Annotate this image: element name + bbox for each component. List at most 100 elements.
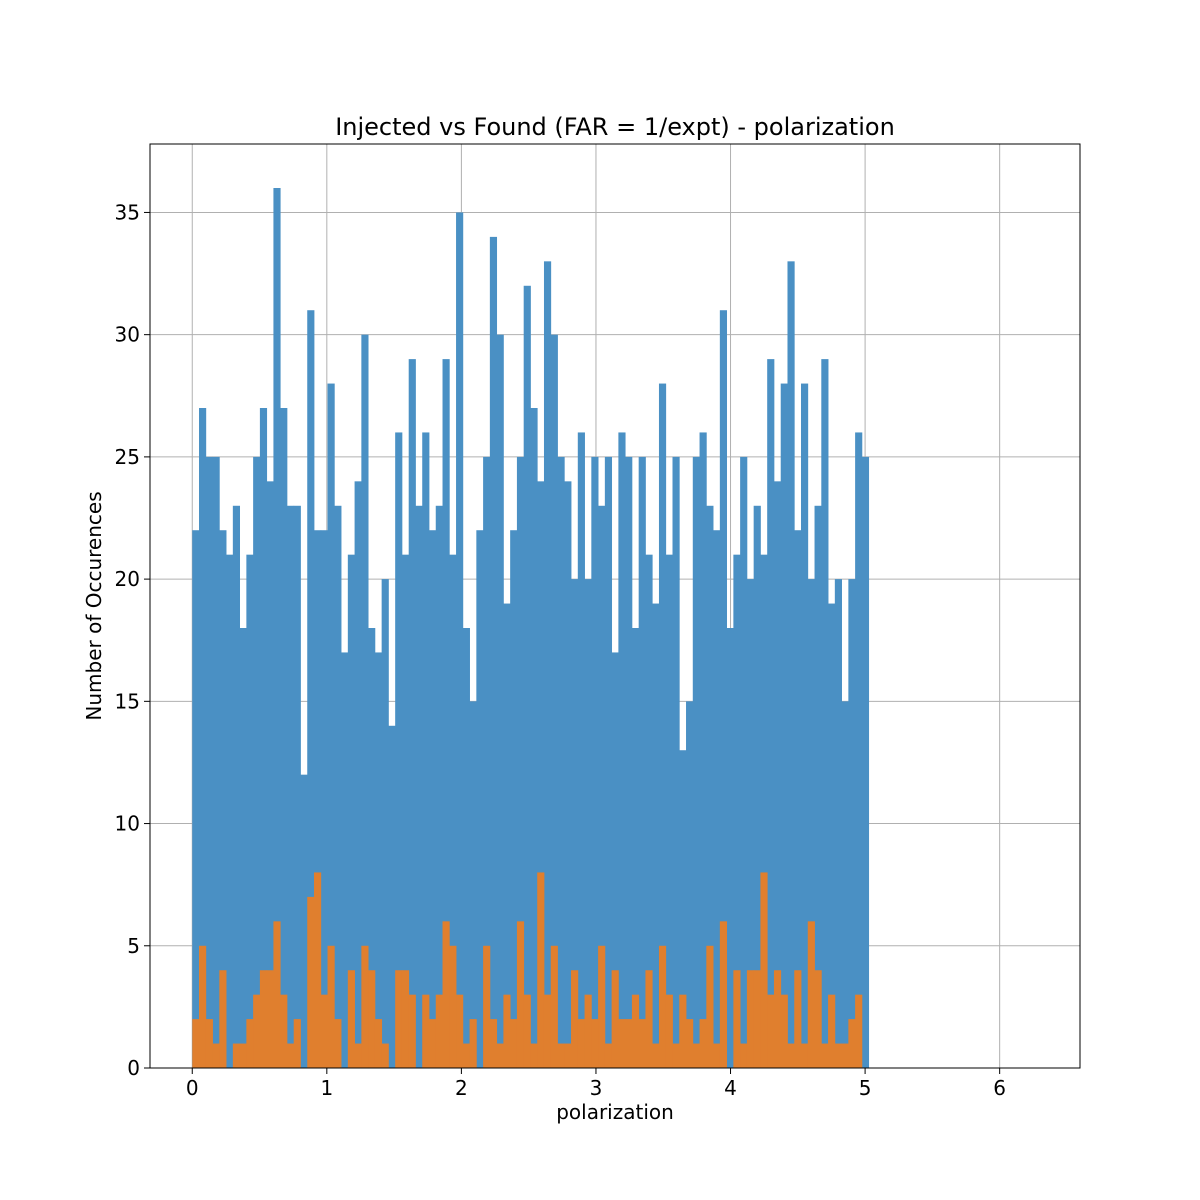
histogram-bar-1: [273, 188, 281, 1068]
histogram-bar-1: [625, 456, 633, 1068]
histogram-bar-1: [753, 505, 761, 1068]
histogram-bar-1: [571, 579, 579, 1068]
y-tick-label: 20: [115, 567, 140, 591]
histogram-bar-2: [408, 994, 416, 1068]
histogram-bar-2: [307, 896, 315, 1068]
histogram-bar-1: [746, 579, 755, 1068]
histogram-bar-1: [381, 579, 389, 1068]
histogram-bar-2: [354, 1043, 362, 1068]
histogram-bar-2: [679, 994, 687, 1068]
histogram-bar-1: [483, 456, 491, 1068]
histogram-bar-1: [652, 603, 660, 1068]
histogram-bar-1: [219, 530, 227, 1068]
histogram-bar-1: [496, 334, 504, 1069]
histogram-bar-2: [828, 994, 836, 1068]
histogram-bar-2: [598, 945, 606, 1068]
histogram-bar-1: [713, 530, 721, 1068]
histogram-bar-1: [807, 579, 815, 1068]
y-tick-label: 25: [115, 445, 140, 469]
histogram-bar-1: [320, 530, 328, 1068]
histogram-bar-1: [199, 408, 207, 1068]
histogram-bar-1: [550, 334, 558, 1069]
histogram-bar-2: [625, 1019, 633, 1068]
histogram-bar-1: [395, 432, 403, 1068]
histogram-bar-2: [469, 1019, 477, 1068]
histogram-bar-1: [604, 456, 613, 1068]
histogram-bar-2: [503, 994, 511, 1068]
histogram-bar-2: [773, 970, 782, 1068]
histogram-bar-1: [347, 554, 355, 1068]
histogram-bar-1: [557, 456, 565, 1068]
histogram-bar-1: [699, 432, 707, 1068]
histogram-bar-2: [219, 970, 227, 1068]
histogram-bar-2: [571, 970, 579, 1068]
histogram-bar-2: [692, 1043, 700, 1068]
histogram-bar-2: [327, 945, 335, 1068]
histogram-bar-1: [814, 505, 822, 1068]
histogram-bar-1: [435, 505, 443, 1068]
histogram-bar-1: [226, 554, 234, 1068]
histogram-bar-1: [537, 481, 545, 1068]
histogram-bar-2: [584, 994, 592, 1068]
histogram-bar-2: [253, 994, 261, 1068]
y-tick-label: 35: [115, 200, 140, 224]
axis-ticks: 0 1 2 3 4 5 6 0 5 10 15 20 25 30 35: [115, 200, 1006, 1100]
histogram-bar-2: [658, 945, 667, 1068]
histogram-bar-1: [618, 432, 626, 1068]
histogram-bar-2: [239, 1043, 247, 1068]
histogram-bar-2: [834, 1043, 842, 1068]
histogram-bar-1: [334, 505, 342, 1068]
histogram-bar-1: [740, 456, 748, 1068]
histogram-bar-2: [645, 970, 653, 1068]
histogram-bar-1: [848, 579, 856, 1068]
histogram-bar-2: [435, 994, 443, 1068]
histogram-bar-2: [259, 970, 268, 1068]
histogram-bar-1: [665, 554, 673, 1068]
histogram-bar-2: [686, 1019, 694, 1068]
chart-title: Injected vs Found (FAR = 1/expt) - polar…: [335, 113, 895, 141]
histogram-bar-2: [286, 1043, 295, 1068]
histogram-bar-1: [861, 456, 870, 1068]
histogram-bar-1: [280, 408, 288, 1068]
histogram-bar-2: [496, 1043, 504, 1068]
histogram-bar-2: [456, 994, 464, 1068]
histogram-bar-2: [801, 1043, 809, 1068]
histogram-bar-1: [591, 456, 599, 1068]
histogram-bar-1: [577, 432, 585, 1068]
histogram-bar-2: [841, 1043, 849, 1068]
y-tick-label: 30: [115, 323, 140, 347]
y-tick-label: 0: [127, 1056, 140, 1080]
histogram-bar-2: [334, 1019, 342, 1068]
histogram-bar-1: [462, 628, 470, 1068]
histogram-bar-1: [286, 505, 295, 1068]
x-tick-label: 4: [724, 1076, 737, 1100]
histogram-bar-2: [611, 970, 619, 1068]
histogram-bar-2: [767, 994, 775, 1068]
histogram-bar-2: [368, 970, 376, 1068]
histogram-bar-1: [841, 701, 849, 1068]
histogram-bar-2: [550, 945, 558, 1068]
histogram-bar-1: [422, 432, 430, 1068]
histogram-bar-2: [557, 1043, 565, 1068]
y-tick-label: 15: [115, 689, 140, 713]
histogram-bar-1: [706, 505, 714, 1068]
histogram-bar-1: [638, 456, 646, 1068]
histogram-bar-2: [591, 1019, 599, 1068]
histogram-bar-1: [476, 530, 484, 1068]
histogram-bar-2: [361, 945, 369, 1068]
histogram-bar-2: [273, 921, 281, 1068]
histogram-bar-1: [584, 579, 592, 1068]
histogram-bar-2: [814, 970, 822, 1068]
histogram-bar-1: [293, 505, 301, 1068]
histogram-bar-1: [408, 359, 416, 1069]
histogram-bar-2: [618, 1019, 626, 1068]
histogram-bar-1: [259, 408, 268, 1068]
histogram-bar-1: [611, 652, 619, 1068]
histogram-bar-1: [354, 481, 362, 1068]
histogram-bar-2: [205, 1019, 213, 1068]
histogram-bar-2: [604, 1043, 613, 1068]
histogram-bar-1: [469, 701, 477, 1068]
y-tick-label: 5: [127, 934, 140, 958]
histogram-bar-1: [374, 652, 383, 1068]
histogram-bar-1: [821, 359, 829, 1069]
